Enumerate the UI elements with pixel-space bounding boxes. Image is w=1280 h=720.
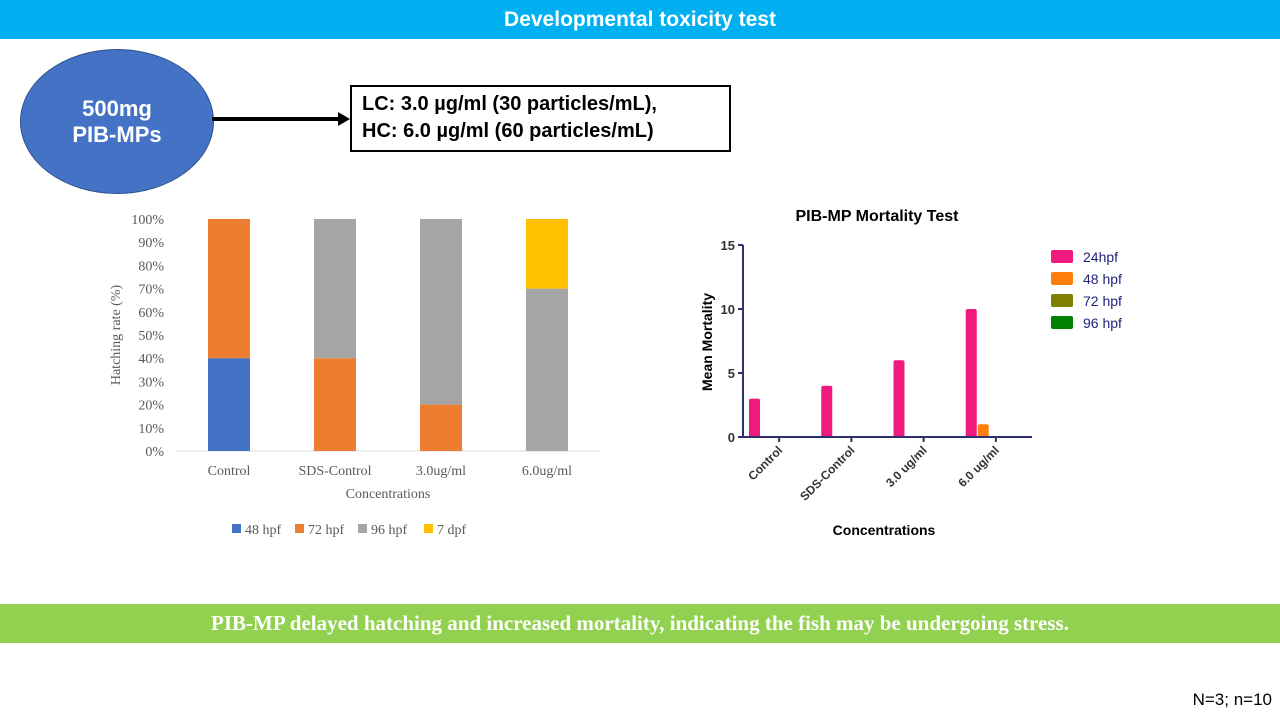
bar-segment-96-hpf <box>420 219 462 405</box>
bar-24hpf <box>893 360 905 437</box>
legend-swatch <box>295 524 304 533</box>
legend-swatch <box>358 524 367 533</box>
y-tick-label: 0 <box>728 430 735 445</box>
source-name: PIB-MPs <box>72 121 162 147</box>
bar-segment-96-hpf <box>314 219 356 359</box>
legend-label: 24hpf <box>1083 249 1118 265</box>
y-tick-label: 100% <box>131 213 164 228</box>
y-tick-label: 20% <box>138 399 164 414</box>
sample-size-note: N=3; n=10 <box>1192 690 1272 709</box>
x-tick-label: 3.0 ug/ml <box>883 443 930 490</box>
y-tick-label: 10 <box>721 302 735 317</box>
chart-title: PIB-MP Mortality Test <box>796 208 960 225</box>
x-tick-label: SDS-Control <box>797 443 857 503</box>
x-tick-label: 6.0 ug/ml <box>955 443 1002 490</box>
y-axis-label: Mean Mortality <box>699 293 715 391</box>
legend-swatch <box>424 524 433 533</box>
slide-title: Developmental toxicity test <box>504 7 776 31</box>
high-concentration: HC: 6.0 µg/ml (60 particles/mL) <box>362 120 654 142</box>
conclusion-text: PIB-MP delayed hatching and increased mo… <box>211 611 1069 635</box>
bar-segment-72-hpf <box>208 219 250 359</box>
legend-label: 72 hpf <box>308 523 345 538</box>
bar-24hpf <box>749 398 760 437</box>
x-tick-label: Control <box>208 464 251 479</box>
y-tick-label: 70% <box>138 283 164 298</box>
y-tick-label: 50% <box>138 329 164 344</box>
y-tick-label: 60% <box>138 306 164 321</box>
bar-48-hpf <box>977 424 989 437</box>
y-tick-label: 90% <box>138 236 164 251</box>
legend-label: 7 dpf <box>437 523 467 538</box>
bar-segment-48-hpf <box>208 358 250 451</box>
y-tick-label: 40% <box>138 352 164 367</box>
slide-title-banner: Developmental toxicity test <box>0 0 1280 39</box>
conclusion-banner: PIB-MP delayed hatching and increased mo… <box>0 604 1280 643</box>
x-axis-label: Concentrations <box>346 487 431 502</box>
legend-label: 96 hpf <box>371 523 408 538</box>
x-tick-label: 6.0ug/ml <box>522 464 572 479</box>
legend-swatch <box>1051 316 1073 329</box>
bar-segment-72-hpf <box>314 358 356 451</box>
y-tick-label: 15 <box>721 238 735 253</box>
y-axis-label: Hatching rate (%) <box>109 285 124 386</box>
source-amount: 500mg <box>82 95 152 121</box>
source-material-ellipse: 500mg PIB-MPs <box>20 49 214 194</box>
concentrations-box: LC: 3.0 µg/ml (30 particles/mL), HC: 6.0… <box>350 85 731 152</box>
x-tick-label: 3.0ug/ml <box>416 464 466 479</box>
arrow-head-icon <box>338 112 350 126</box>
x-tick-label: SDS-Control <box>298 464 371 479</box>
legend-swatch <box>232 524 241 533</box>
legend-label: 96 hpf <box>1083 315 1122 331</box>
hatching-rate-chart: 0% 10% 20% 30% 40% 50% 60% 70% 80% 90% 100% Contro… <box>109 213 600 538</box>
y-tick-label: 30% <box>138 375 164 390</box>
low-concentration: LC: 3.0 µg/ml (30 particles/mL), <box>362 93 657 115</box>
bar-segment-96-hpf <box>526 288 568 451</box>
x-tick-label: Control <box>745 443 785 483</box>
bar-24hpf <box>821 385 833 437</box>
legend-swatch <box>1051 294 1073 307</box>
y-tick-label: 80% <box>138 259 164 274</box>
legend-swatch <box>1051 250 1073 263</box>
legend-label: 48 hpf <box>1083 271 1122 287</box>
x-axis-label: Concentrations <box>833 522 936 538</box>
y-tick-label: 0% <box>145 445 164 460</box>
legend-label: 72 hpf <box>1083 293 1122 309</box>
legend-label: 48 hpf <box>245 523 282 538</box>
legend-swatch <box>1051 272 1073 285</box>
mortality-chart: PIB-MP Mortality Test 0 5 10 15 Control SDS-… <box>699 208 1122 538</box>
y-tick-label: 5 <box>728 366 735 381</box>
bar-segment-72-hpf <box>420 404 462 451</box>
arrow-line <box>212 117 340 121</box>
bar-24hpf <box>965 309 977 437</box>
bar-segment-7-dpf <box>526 219 568 289</box>
y-tick-label: 10% <box>138 422 164 437</box>
